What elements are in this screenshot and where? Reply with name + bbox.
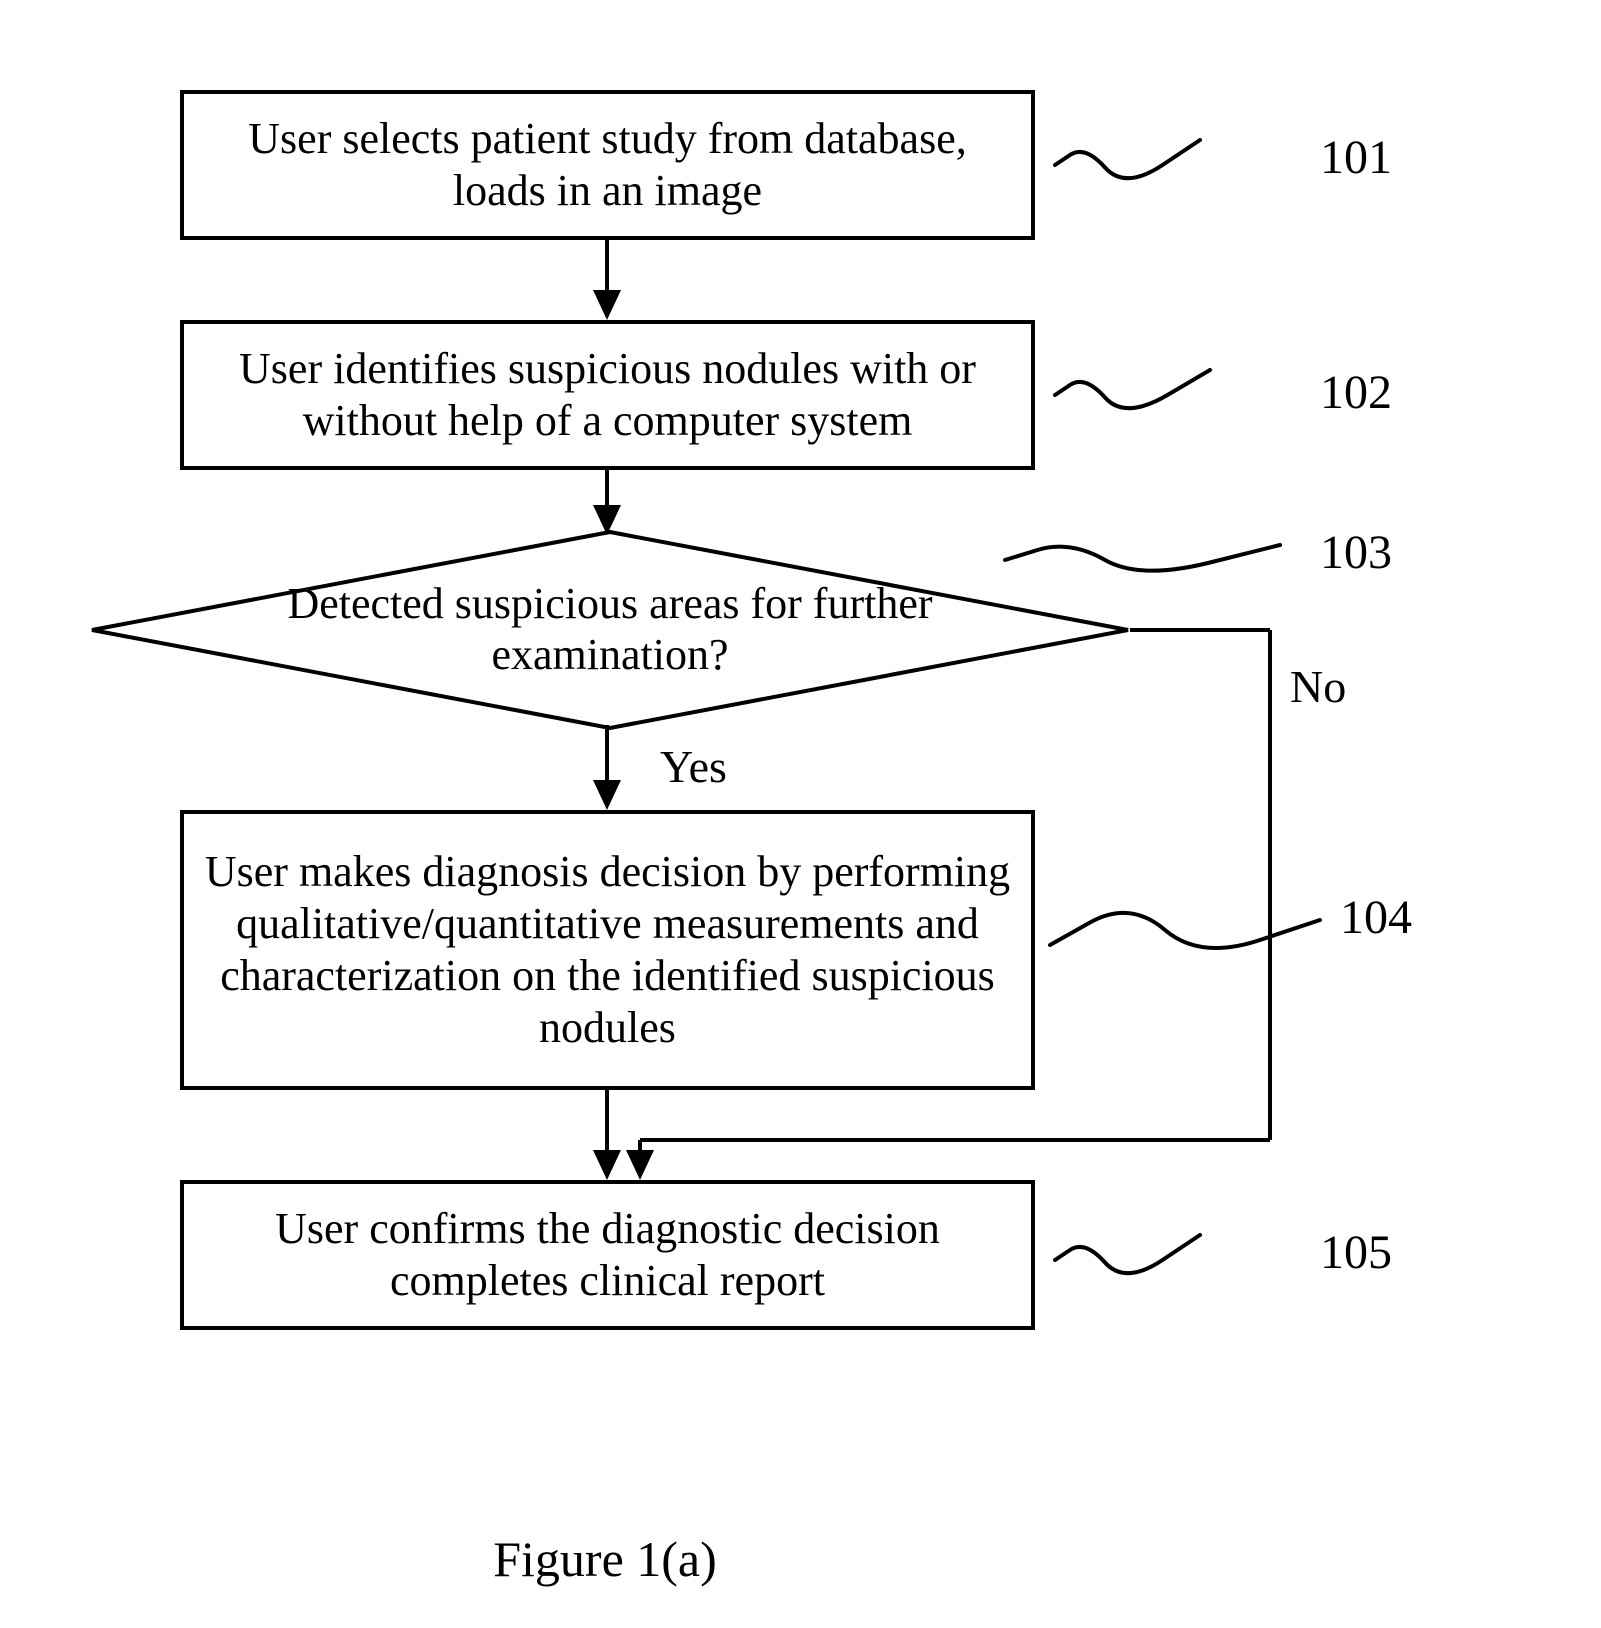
node-101: User selects patient study from database… [180,90,1035,240]
ref-104: 104 [1340,890,1412,945]
edge-label-no: No [1290,660,1346,713]
ref-105: 105 [1320,1225,1392,1280]
node-105-text: User confirms the diagnostic decision co… [200,1203,1015,1307]
node-104-text: User makes diagnosis decision by perform… [200,846,1015,1054]
node-101-text: User selects patient study from database… [200,113,1015,217]
ref-101: 101 [1320,130,1392,185]
flowchart-canvas: User selects patient study from database… [0,0,1601,1628]
figure-caption: Figure 1(a) [493,1530,717,1588]
node-104: User makes diagnosis decision by perform… [180,810,1035,1090]
ref-102: 102 [1320,365,1392,420]
node-105: User confirms the diagnostic decision co… [180,1180,1035,1330]
edge-label-yes: Yes [660,740,727,793]
node-103-text: Detected suspicious areas for further ex… [240,579,980,680]
ref-103: 103 [1320,525,1392,580]
node-102: User identifies suspicious nodules with … [180,320,1035,470]
node-103: Detected suspicious areas for further ex… [90,530,1130,730]
node-102-text: User identifies suspicious nodules with … [200,343,1015,447]
